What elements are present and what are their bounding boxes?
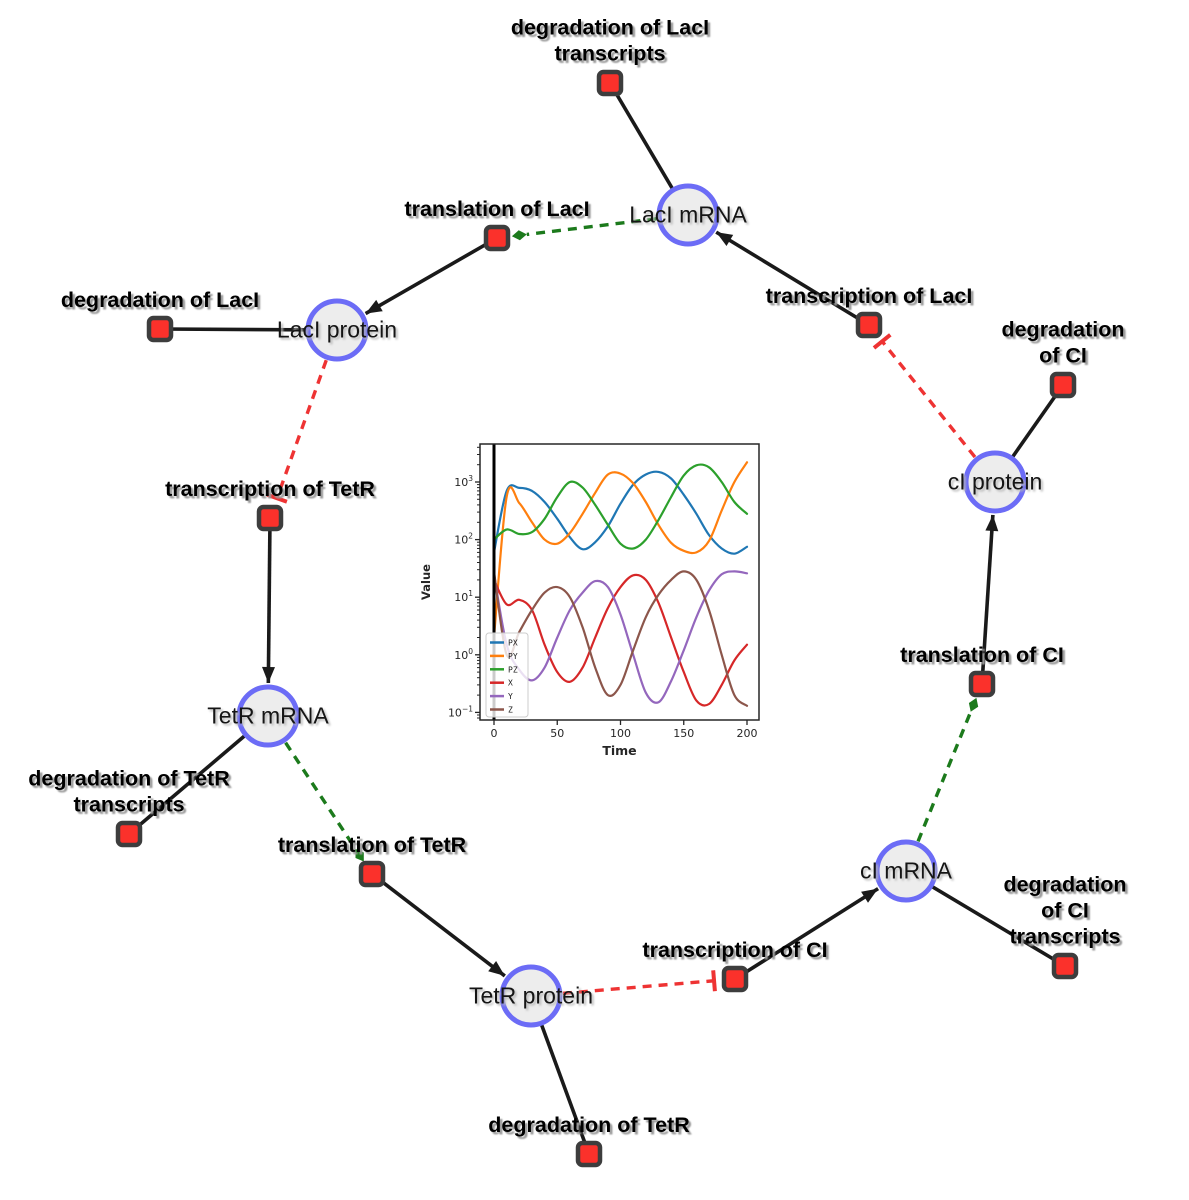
modifier-line: [904, 711, 973, 872]
x-tick-label: 150: [673, 727, 694, 740]
reaction-node-deg_cI_tx[interactable]: [1051, 952, 1079, 980]
legend-label-X: X: [508, 679, 513, 688]
nodes-layer: [115, 69, 1079, 1168]
y-tick-label: 103: [454, 474, 473, 489]
inhibition-line: [880, 340, 997, 484]
edge-tc_lacI-lacI_mRNA: [715, 230, 870, 327]
reaction-node-tc_tetR[interactable]: [256, 504, 284, 532]
reaction-node-deg_tetR_tx[interactable]: [115, 820, 143, 848]
x-tick-label: 100: [610, 727, 631, 740]
legend: PX PY PZ XYZ: [485, 632, 529, 718]
diamond-arrowhead-icon: [355, 848, 364, 862]
edge-tetR_mRNA-tl_tetR: [266, 715, 364, 862]
tbar-inhibitor-icon: [266, 492, 288, 504]
species-node-cI_protein[interactable]: [963, 450, 1027, 514]
production-line: [266, 517, 272, 684]
edge-cI_mRNA-tl_cI: [904, 697, 979, 872]
legend-label-PZ: PZ: [508, 665, 518, 674]
reaction-node-deg_tetR[interactable]: [575, 1140, 603, 1168]
x-tick-label: 50: [550, 727, 564, 740]
edge-cI_protein-tc_lacI: [872, 333, 997, 484]
timeseries-plot: 0 50 100 150 20010−1100101102103TimeValuePXP…: [419, 443, 760, 758]
legend-box: [485, 632, 529, 718]
plot-series-PX: [492, 470, 749, 555]
reaction-node-tl_cI[interactable]: [968, 670, 996, 698]
production-line: [980, 514, 995, 685]
arrowhead-icon: [488, 961, 505, 976]
plot-frame: [479, 443, 760, 721]
y-axis-label: Value: [420, 564, 433, 600]
edge-tl_lacI-lacI_protein: [364, 236, 498, 316]
reaction-node-tc_lacI[interactable]: [855, 311, 883, 339]
y-tick-label: 10−1: [448, 704, 473, 719]
x-tick-label: 0: [491, 727, 498, 740]
tbar-inhibitor-icon: [711, 970, 717, 992]
edge-tc_cI-cI_mRNA: [734, 887, 880, 981]
diamond-arrowhead-icon: [511, 230, 527, 241]
plot-series-PY: [492, 461, 749, 639]
y-tick-label: 102: [454, 532, 473, 547]
x-tick-label: 200: [737, 727, 758, 740]
arrowhead-icon: [985, 514, 999, 532]
production-line: [715, 230, 870, 327]
reaction-node-deg_lacI[interactable]: [146, 315, 174, 343]
modifier-line: [266, 715, 357, 850]
timeseries-plot-container: 0 50 100 150 200 10−1 100 101 102 103 Time Value PX P…: [419, 423, 790, 768]
reaction-node-tc_cI[interactable]: [721, 965, 749, 993]
edge-tl_cI-cI_protein: [980, 514, 999, 685]
edge-tetR_protein-tc_cI: [530, 970, 717, 998]
arrowhead-icon: [365, 299, 383, 314]
modifier-line: [526, 213, 689, 237]
plot-series-PZ: [492, 463, 749, 550]
species-node-cI_mRNA[interactable]: [874, 839, 938, 903]
production-line: [364, 236, 498, 316]
diamond-arrowhead-icon: [968, 697, 979, 712]
species-node-tetR_protein[interactable]: [499, 964, 563, 1028]
edge-lacI_protein-tc_tetR: [266, 329, 339, 504]
legend-label-Y: Y: [508, 692, 513, 701]
reaction-node-deg_cI[interactable]: [1049, 371, 1077, 399]
edge-tl_tetR-tetR_protein: [370, 872, 506, 978]
arrowhead-icon: [262, 666, 275, 683]
legend-label-PY: PY: [508, 652, 518, 661]
production-line: [734, 887, 880, 981]
species-node-lacI_mRNA[interactable]: [656, 183, 720, 247]
inhibition-line: [275, 329, 339, 499]
arrowhead-icon: [861, 888, 879, 903]
legend-label-Z: Z: [508, 706, 513, 715]
reaction-node-tl_tetR[interactable]: [358, 860, 386, 888]
arrowhead-icon: [716, 232, 734, 246]
y-tick-label: 101: [454, 589, 473, 604]
edge-tc_tetR-tetR_mRNA: [262, 517, 275, 684]
legend-label-PX: PX: [508, 639, 518, 648]
series-layer: [492, 461, 749, 707]
x-axis-label: Time: [602, 743, 636, 758]
species-node-tetR_mRNA[interactable]: [236, 684, 300, 748]
reaction-node-tl_lacI[interactable]: [483, 224, 511, 252]
edge-lacI_mRNA-tl_lacI: [511, 213, 689, 241]
species-node-lacI_protein[interactable]: [305, 298, 369, 362]
production-line: [370, 872, 506, 978]
y-tick-label: 100: [454, 647, 473, 662]
plot-series-Z: [492, 570, 749, 707]
reaction-node-deg_lacI_tx[interactable]: [596, 69, 624, 97]
plot-series-X: [492, 573, 749, 707]
tbar-inhibitor-icon: [872, 333, 892, 350]
